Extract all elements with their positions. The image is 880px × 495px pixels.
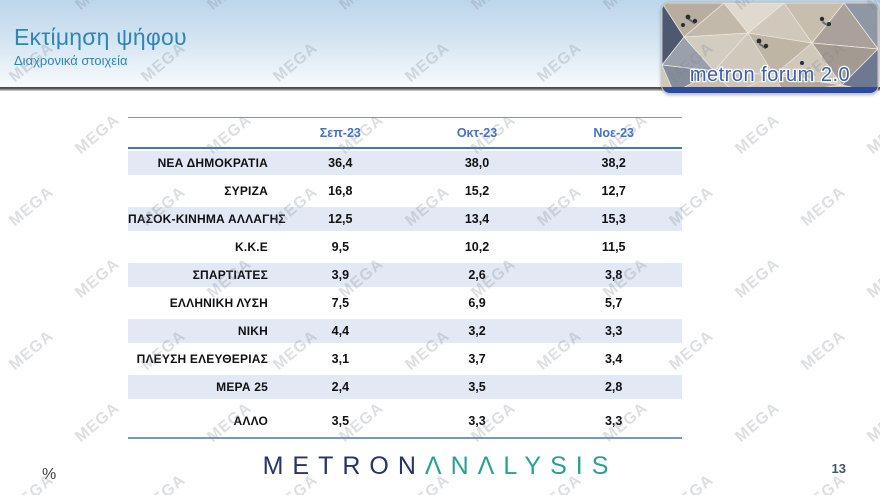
mega-watermark: MEGA	[6, 183, 58, 230]
party-label: Κ.Κ.Ε	[234, 240, 268, 254]
poll-table-header-row: Σεπ-23 Οκτ-23 Νοε-23	[128, 117, 682, 149]
brand-part-metron: METRON	[262, 452, 425, 480]
party-label: ΜΕΡΑ 25	[216, 380, 268, 394]
value-cell: 2,4	[331, 380, 350, 394]
value-cell: 16,8	[328, 184, 353, 198]
table-row: ΝΙΚΗ 4,4 3,2 3,3	[128, 317, 682, 345]
value-cell: 2,8	[604, 380, 623, 394]
mega-watermark: MEGA	[798, 183, 850, 230]
mega-watermark: MEGA	[732, 111, 784, 158]
table-row: ΣΥΡΙΖΑ 16,8 15,2 12,7	[128, 177, 682, 205]
value-cell: 15,3	[601, 212, 626, 226]
value-cell: 38,2	[601, 156, 626, 170]
mega-watermark: MEGA	[732, 399, 784, 446]
value-cell: 36,4	[328, 156, 353, 170]
value-cell: 3,7	[468, 352, 486, 366]
party-label: ΝΙΚΗ	[237, 324, 268, 338]
brand-part-analysis: ΛNΛLYSIS	[424, 452, 618, 480]
value-cell: 10,2	[464, 240, 490, 254]
people-silhouettes-icon	[681, 14, 831, 65]
page-title: Εκτίμηση ψήφου	[14, 24, 187, 50]
column-header-noe23: Νοε-23	[593, 125, 635, 140]
title-block: Εκτίμηση ψήφου Διαχρονικά στοιχεία	[14, 24, 187, 69]
value-cell: 3,2	[468, 324, 486, 338]
value-cell: 3,4	[604, 352, 623, 366]
party-label: ΣΥΡΙΖΑ	[224, 184, 268, 198]
page-subtitle: Διαχρονικά στοιχεία	[14, 53, 128, 68]
table-row: ΝΕΑ ΔΗΜΟΚΡΑΤΙΑ 36,4 38,0 38,2	[128, 149, 682, 177]
value-cell: 3,3	[468, 414, 486, 428]
table-row: ΜΕΡΑ 25 2,4 3,5 2,8	[128, 373, 682, 401]
mega-watermark: MEGA	[72, 255, 124, 302]
value-cell: 5,7	[604, 296, 623, 310]
value-cell: 3,5	[331, 414, 350, 428]
value-cell: 4,4	[331, 324, 350, 338]
value-cell: 2,6	[468, 268, 486, 282]
poll-table-body: ΝΕΑ ΔΗΜΟΚΡΑΤΙΑ 36,4 38,0 38,2 ΣΥΡΙΖΑ 16,8 15,2…	[128, 149, 682, 439]
value-cell: 15,2	[464, 184, 490, 198]
value-cell: 3,9	[331, 268, 350, 282]
metron-forum-logo: metron forum 2.0	[661, 2, 879, 94]
mosaic-photo-icon: metron forum 2.0	[662, 3, 878, 93]
mega-watermark: MEGA	[6, 327, 58, 374]
value-cell: 11,5	[601, 240, 626, 254]
value-cell: 9,5	[331, 240, 350, 254]
column-header-sep23: Σεπ-23	[319, 125, 361, 140]
header-separator-line	[0, 87, 880, 91]
mega-watermark: MEGA	[864, 111, 880, 158]
party-label: ΣΠΑΡΤΙΑΤΕΣ	[192, 268, 268, 282]
poll-table: Σεπ-23 Οκτ-23 Νοε-23 ΝΕΑ ΔΗΜΟΚΡΑΤΙΑ 36,4 3…	[128, 117, 682, 439]
mega-watermark: MEGA	[72, 111, 124, 158]
mega-watermark: MEGA	[864, 255, 880, 302]
party-label: ΝΕΑ ΔΗΜΟΚΡΑΤΙΑ	[157, 156, 268, 170]
table-row: ΣΠΑΡΤΙΑΤΕΣ 3,9 2,6 3,8	[128, 261, 682, 289]
table-row: ΠΑΣΟΚ-ΚΙΝΗΜΑ ΑΛΛΑΓΗΣ 12,5 13,4 15,3	[128, 205, 682, 233]
value-cell: 3,5	[468, 380, 486, 394]
mega-watermark: MEGA	[864, 399, 880, 446]
mega-watermark: MEGA	[732, 255, 784, 302]
page-number: 13	[831, 461, 846, 476]
value-cell: 7,5	[331, 296, 350, 310]
party-label: ΕΛΛΗΝΙΚΗ ΛΥΣΗ	[169, 296, 268, 310]
table-row: ΑΛΛΟ 3,5 3,3 3,3	[128, 407, 682, 435]
party-label: ΑΛΛΟ	[233, 414, 268, 428]
value-cell: 6,9	[468, 296, 486, 310]
value-cell: 3,1	[331, 352, 350, 366]
column-header-okt23: Οκτ-23	[456, 125, 498, 140]
party-label: ΠΛΕΥΣΗ ΕΛΕΥΘΕΡΙΑΣ	[136, 352, 268, 366]
mega-watermark: MEGA	[798, 327, 850, 374]
mega-watermark: MEGA	[72, 399, 124, 446]
value-cell: 12,5	[328, 212, 353, 226]
table-row: Κ.Κ.Ε 9,5 10,2 11,5	[128, 233, 682, 261]
value-cell: 38,0	[464, 156, 490, 170]
metron-forum-logo-text: metron forum 2.0	[690, 64, 850, 86]
value-cell: 3,3	[604, 414, 623, 428]
percent-label: %	[42, 466, 57, 483]
table-row: ΠΛΕΥΣΗ ΕΛΕΥΘΕΡΙΑΣ 3,1 3,7 3,4	[128, 345, 682, 373]
table-row: ΕΛΛΗΝΙΚΗ ΛΥΣΗ 7,5 6,9 5,7	[128, 289, 682, 317]
value-cell: 3,8	[604, 268, 623, 282]
metron-analysis-logo: METRONΛNΛLYSIS	[0, 452, 880, 481]
value-cell: 13,4	[464, 212, 490, 226]
value-cell: 12,7	[601, 184, 626, 198]
value-cell: 3,3	[604, 324, 623, 338]
party-label: ΠΑΣΟΚ-ΚΙΝΗΜΑ ΑΛΛΑΓΗΣ	[128, 212, 286, 226]
